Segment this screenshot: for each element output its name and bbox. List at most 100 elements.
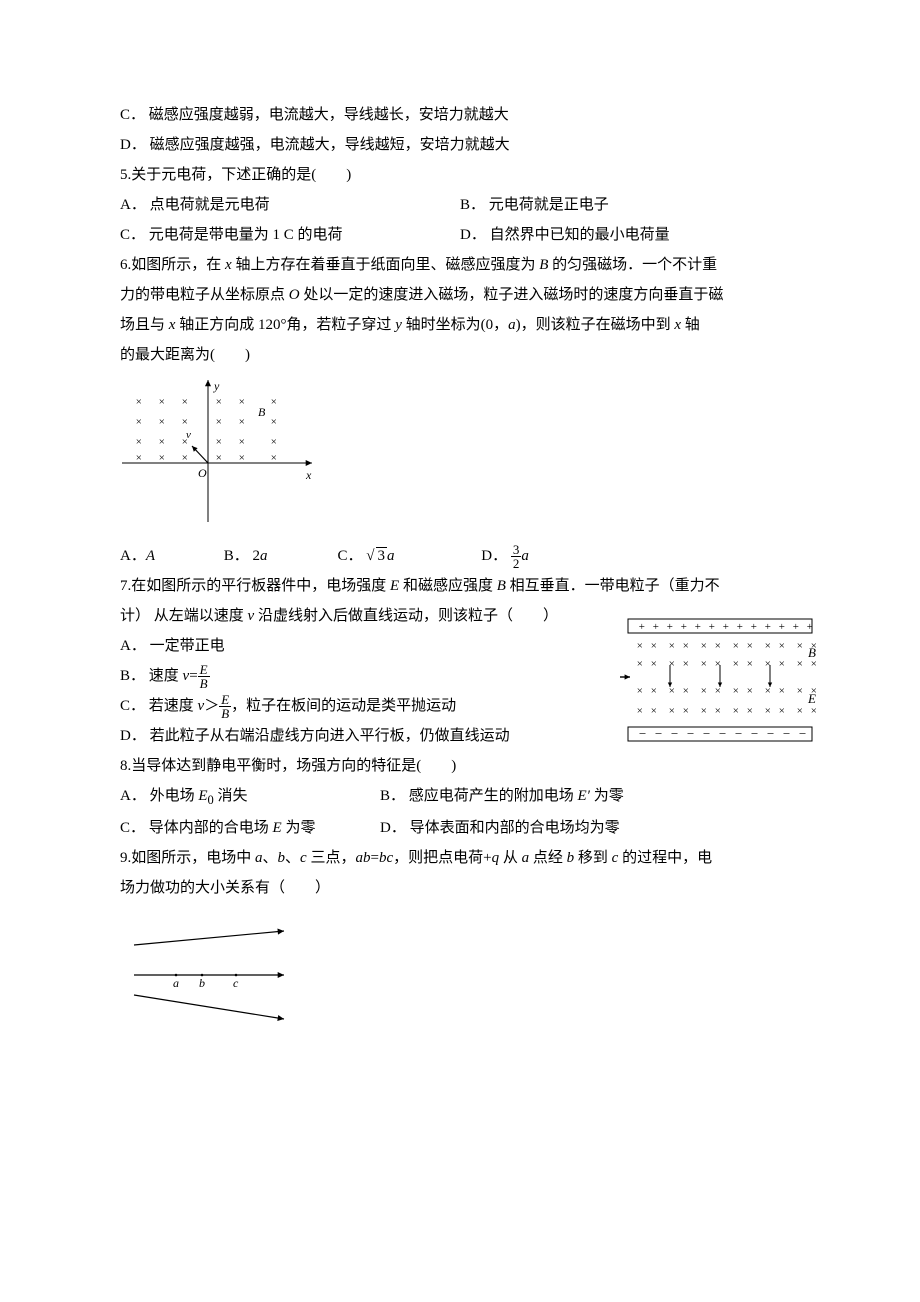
svg-text:+: + [806,621,813,633]
svg-text:×: × [135,452,142,464]
q7-block: 7.在如图所示的平行板器件中，电场强度 E 和磁感应强度 B 相互垂直．一带电粒… [120,571,800,751]
svg-text:×: × [158,396,165,408]
svg-text:×: × [682,658,689,670]
q9-stem-line2: 场力做功的大小关系有（ ） [120,873,800,903]
svg-text:×: × [215,416,222,428]
q7-C-gt: ＞ [204,698,219,714]
svg-text:×: × [682,705,689,717]
svg-text:×: × [732,705,739,717]
svg-text:+: + [638,621,645,633]
svg-text:+: + [652,621,659,633]
svg-text:×: × [215,436,222,448]
svg-text:x: x [305,468,312,482]
q6-diagram: ××××××××××××××××××××××××xyOBv [120,376,800,537]
svg-text:+: + [680,621,687,633]
q6-var-y: y [395,317,402,333]
q9-var-ab: ab [355,850,370,866]
q6-s1c: 的匀强磁场．一个不计重 [548,257,717,273]
q4-option-d: D． 磁感应强度越强，电流越大，导线越短，安培力就越大 [120,130,800,160]
q5-stem: 5.关于元电荷，下述正确的是( ) [120,160,800,190]
q9-s1i: 移到 [574,850,612,866]
q5-row-ab: A． 点电荷就是元电荷 B． 元电荷就是正电子 [120,190,800,220]
q4-option-c: C． 磁感应强度越弱，电流越大，导线越长，安培力就越大 [120,100,800,130]
svg-text:+: + [722,621,729,633]
svg-text:×: × [700,705,707,717]
q9-s1e: = [370,850,378,866]
q9-s1g: 从 [499,850,522,866]
q6-s3c: 轴时坐标为(0， [402,317,508,333]
q6-s2b: 处以一定的速度进入磁场，粒子进入磁场时的速度方向垂直于磁 [300,287,724,303]
q7-s1b: 和磁感应强度 [399,578,497,594]
svg-text:×: × [650,658,657,670]
svg-text:B: B [808,645,816,660]
svg-text:×: × [181,452,188,464]
svg-text:×: × [796,705,803,717]
q7-B-num: E [198,663,210,677]
svg-text:×: × [270,416,277,428]
q6-D-var: a [521,548,529,564]
q7-s1c: 相互垂直．一带电粒子（重力不 [506,578,720,594]
svg-text:c: c [233,976,239,990]
svg-text:+: + [666,621,673,633]
svg-text:×: × [778,658,785,670]
q6-C-var: a [387,548,395,564]
svg-text:×: × [778,705,785,717]
svg-text:×: × [796,658,803,670]
svg-text:×: × [668,685,675,697]
q6-option-d: D． 32a [481,541,529,571]
q6-var-O: O [289,287,300,303]
q8-A-pre: A． 外电场 [120,788,198,804]
q8-option-a: A． 外电场 E0 消失 [120,781,380,813]
svg-text:−: − [734,726,743,741]
svg-text:×: × [158,416,165,428]
q9-s1b: 、 [263,850,278,866]
q8-C-post: 为零 [282,820,316,836]
svg-text:×: × [682,685,689,697]
svg-text:×: × [636,640,643,652]
q6-s1a: 6.如图所示，在 [120,257,225,273]
q7-B-frac: EB [198,663,210,690]
q9-s1d: 三点， [307,850,356,866]
svg-text:v: v [186,429,191,441]
q6-option-c: C． √3a [338,541,478,571]
svg-text:+: + [736,621,743,633]
q6-B-var: a [260,548,268,564]
q6-stem-line1: 6.如图所示，在 x 轴上方存在着垂直于纸面向里、磁感应强度为 B 的匀强磁场．… [120,250,800,280]
svg-text:×: × [810,705,817,717]
q6-D-frac: 32 [511,543,522,570]
svg-text:−: − [750,726,759,741]
svg-text:−: − [766,726,775,741]
q7-diagram: +++++++++++++−−−−−−−−−−−××××××××××××××××… [620,615,820,756]
svg-text:×: × [714,640,721,652]
q5-option-b: B． 元电荷就是正电子 [460,190,609,220]
svg-text:×: × [746,640,753,652]
svg-text:+: + [694,621,701,633]
q8-option-c: C． 导体内部的合电场 E 为零 [120,813,380,843]
q6-stem-line2: 力的带电粒子从坐标原点 O 处以一定的速度进入磁场，粒子进入磁场时的速度方向垂直… [120,280,800,310]
q5-option-c: C． 元电荷是带电量为 1 C 的电荷 [120,220,460,250]
svg-text:×: × [238,416,245,428]
q7-C-den: B [219,707,231,720]
svg-text:×: × [746,705,753,717]
q9-var-a1: a [255,850,263,866]
svg-text:b: b [199,976,205,990]
q5-option-d: D． 自然界中已知的最小电荷量 [460,220,670,250]
q6-D-label: D． [481,548,507,564]
q9-s1f: ，则把点电荷+ [393,850,491,866]
q9-var-b1: b [278,850,286,866]
q9-s1c: 、 [285,850,300,866]
svg-text:×: × [700,640,707,652]
q9-var-a2: a [522,850,530,866]
svg-text:×: × [668,640,675,652]
svg-text:+: + [792,621,799,633]
q6-B-pre: 2 [253,548,261,564]
svg-text:×: × [238,396,245,408]
svg-text:×: × [215,452,222,464]
svg-text:+: + [708,621,715,633]
svg-text:O: O [198,466,207,480]
svg-text:×: × [270,452,277,464]
q7-B-den: B [198,677,210,690]
svg-text:×: × [746,658,753,670]
q6-stem-line3: 场且与 x 轴正方向成 120°角，若粒子穿过 y 轴时坐标为(0，a)，则该粒… [120,310,800,340]
q9-s1a: 9.如图所示，电场中 [120,850,255,866]
